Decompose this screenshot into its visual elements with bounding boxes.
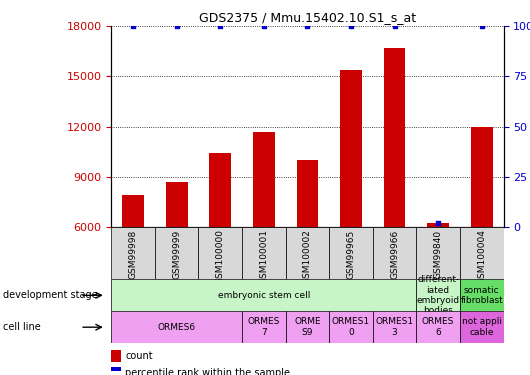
Bar bbox=[417, 311, 460, 343]
Bar bbox=[166, 182, 188, 227]
Point bbox=[129, 23, 137, 29]
Bar bbox=[209, 153, 231, 227]
Text: ORME
S9: ORME S9 bbox=[294, 318, 321, 337]
Text: GSM100002: GSM100002 bbox=[303, 230, 312, 284]
Bar bbox=[111, 368, 121, 375]
Text: somatic
fibroblast: somatic fibroblast bbox=[461, 286, 503, 305]
Bar bbox=[471, 127, 492, 227]
Bar bbox=[242, 311, 286, 343]
Point bbox=[434, 220, 443, 226]
Bar bbox=[329, 311, 373, 343]
Bar bbox=[111, 350, 121, 362]
Bar bbox=[198, 227, 242, 279]
Text: GSM99965: GSM99965 bbox=[347, 230, 356, 279]
Text: GSM100004: GSM100004 bbox=[477, 230, 486, 284]
Text: GSM99998: GSM99998 bbox=[129, 230, 138, 279]
Bar bbox=[340, 70, 362, 227]
Bar bbox=[460, 279, 504, 311]
Bar bbox=[329, 227, 373, 279]
Text: cell line: cell line bbox=[3, 322, 40, 332]
Text: percentile rank within the sample: percentile rank within the sample bbox=[125, 368, 290, 375]
Text: GSM99999: GSM99999 bbox=[172, 230, 181, 279]
Bar bbox=[111, 311, 242, 343]
Text: GSM99966: GSM99966 bbox=[390, 230, 399, 279]
Title: GDS2375 / Mmu.15402.10.S1_s_at: GDS2375 / Mmu.15402.10.S1_s_at bbox=[199, 11, 416, 24]
Text: ORMES1
0: ORMES1 0 bbox=[332, 318, 370, 337]
Bar bbox=[253, 132, 275, 227]
Bar bbox=[373, 227, 417, 279]
Bar bbox=[460, 227, 504, 279]
Point bbox=[478, 23, 486, 29]
Text: GSM100000: GSM100000 bbox=[216, 230, 225, 285]
Bar bbox=[296, 160, 319, 227]
Text: not appli
cable: not appli cable bbox=[462, 318, 502, 337]
Point bbox=[303, 23, 312, 29]
Text: ORMES6: ORMES6 bbox=[157, 322, 196, 332]
Bar bbox=[417, 279, 460, 311]
Bar bbox=[155, 227, 198, 279]
Point bbox=[172, 23, 181, 29]
Text: embryonic stem cell: embryonic stem cell bbox=[218, 291, 310, 300]
Point bbox=[390, 23, 399, 29]
Point bbox=[347, 23, 355, 29]
Bar bbox=[111, 279, 417, 311]
Bar bbox=[417, 227, 460, 279]
Bar bbox=[286, 311, 329, 343]
Text: ORMES
6: ORMES 6 bbox=[422, 318, 454, 337]
Text: different-
iated
embryoid
bodies: different- iated embryoid bodies bbox=[417, 275, 460, 315]
Bar bbox=[373, 311, 417, 343]
Text: development stage: development stage bbox=[3, 290, 98, 300]
Bar bbox=[122, 195, 144, 227]
Point bbox=[216, 23, 225, 29]
Text: ORMES1
3: ORMES1 3 bbox=[375, 318, 413, 337]
Bar bbox=[242, 227, 286, 279]
Text: count: count bbox=[125, 351, 153, 361]
Text: GSM100001: GSM100001 bbox=[259, 230, 268, 285]
Bar bbox=[111, 227, 155, 279]
Bar bbox=[427, 223, 449, 227]
Text: GSM99840: GSM99840 bbox=[434, 230, 443, 279]
Bar bbox=[286, 227, 329, 279]
Bar bbox=[460, 311, 504, 343]
Bar bbox=[384, 48, 405, 227]
Text: ORMES
7: ORMES 7 bbox=[248, 318, 280, 337]
Point bbox=[260, 23, 268, 29]
